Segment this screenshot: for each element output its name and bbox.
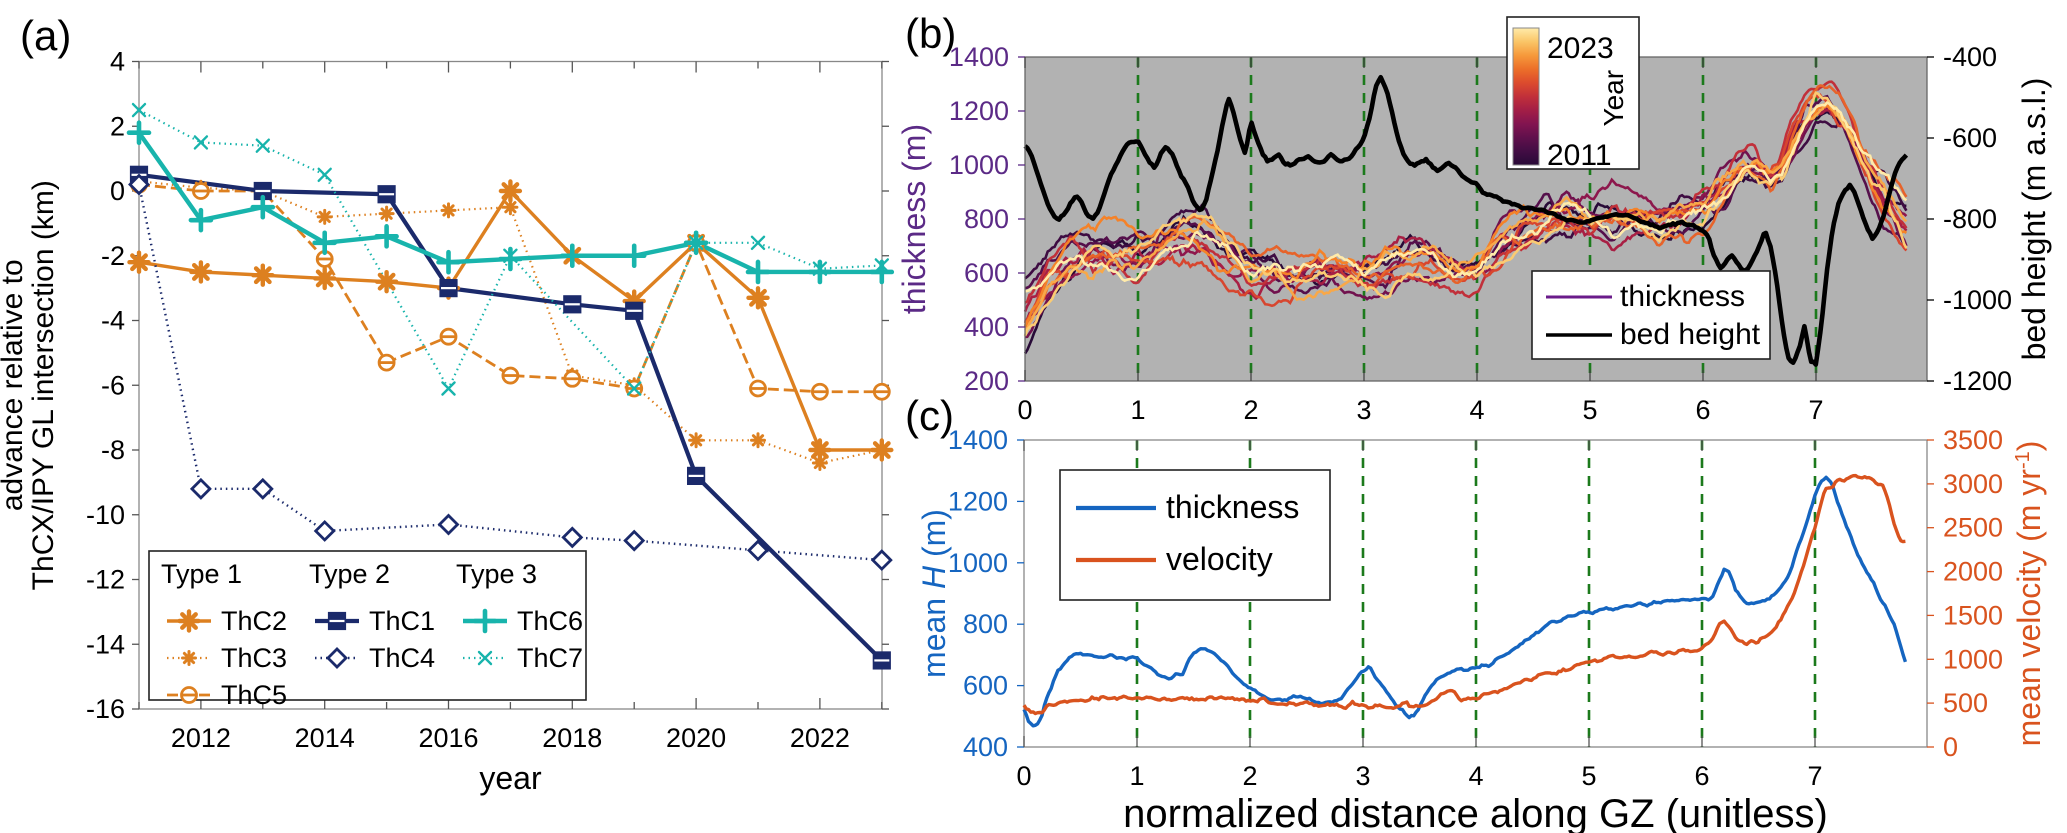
svg-text:mean velocity (m yr-1): mean velocity (m yr-1) [2011, 441, 2047, 747]
svg-text:2500: 2500 [1943, 513, 2003, 543]
svg-text:7: 7 [1807, 761, 1822, 791]
svg-text:2: 2 [1242, 761, 1257, 791]
svg-text:6: 6 [1694, 761, 1709, 791]
svg-text:800: 800 [963, 609, 1008, 639]
svg-text:0: 0 [1016, 761, 1031, 791]
svg-text:3000: 3000 [1943, 469, 2003, 499]
svg-text:(c): (c) [905, 392, 954, 439]
svg-text:1500: 1500 [1943, 600, 2003, 630]
svg-text:thickness: thickness [1166, 489, 1299, 525]
svg-text:1: 1 [1129, 761, 1144, 791]
svg-text:600: 600 [963, 671, 1008, 701]
svg-text:mean H (m): mean H (m) [916, 509, 952, 678]
svg-text:5: 5 [1581, 761, 1596, 791]
svg-text:1000: 1000 [1943, 644, 2003, 674]
svg-text:velocity: velocity [1166, 541, 1273, 577]
svg-text:400: 400 [963, 732, 1008, 762]
svg-text:1400: 1400 [948, 425, 1008, 455]
svg-text:4: 4 [1468, 761, 1483, 791]
svg-text:3500: 3500 [1943, 425, 2003, 455]
svg-text:2000: 2000 [1943, 557, 2003, 587]
svg-text:500: 500 [1943, 688, 1988, 718]
svg-text:1000: 1000 [948, 548, 1008, 578]
svg-text:normalized distance along GZ (: normalized distance along GZ (unitless) [1123, 792, 1828, 833]
svg-text:1200: 1200 [948, 486, 1008, 516]
svg-text:0: 0 [1943, 732, 1958, 762]
svg-text:3: 3 [1355, 761, 1370, 791]
